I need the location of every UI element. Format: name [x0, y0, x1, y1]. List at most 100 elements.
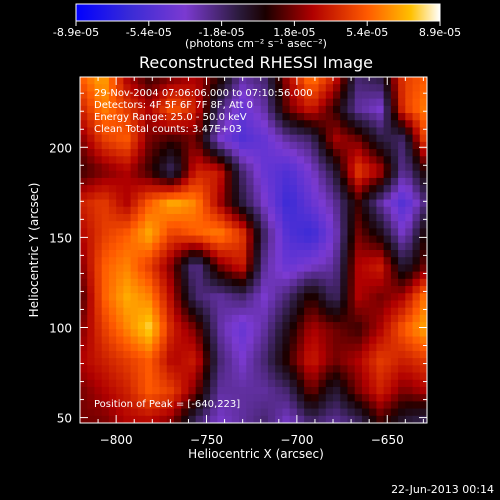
annotation-energy: Energy Range: 25.0 - 50.0 keV [94, 112, 247, 123]
heatmap-cell [275, 163, 284, 172]
heatmap-cell [282, 84, 291, 93]
heatmap-cell [137, 257, 146, 266]
heatmap-cell [217, 322, 226, 330]
heatmap-cell [94, 257, 103, 266]
heatmap-cell [181, 199, 190, 208]
heatmap-cell [275, 113, 284, 121]
heatmap-cell [239, 127, 247, 136]
heatmap-cell [210, 271, 218, 280]
heatmap-cell [318, 149, 327, 157]
heatmap-cell [217, 134, 226, 143]
heatmap-cell [202, 84, 211, 93]
heatmap-cell [304, 322, 312, 330]
heatmap-cell [231, 394, 240, 402]
heatmap-cell [202, 264, 211, 273]
heatmap-cell [405, 177, 414, 186]
heatmap-cell [217, 149, 226, 157]
heatmap-cell [318, 336, 327, 345]
heatmap-cell [145, 221, 153, 229]
heatmap-cell [246, 329, 255, 338]
heatmap-cell [231, 113, 240, 121]
heatmap-cell [412, 113, 421, 121]
heatmap-cell [419, 134, 427, 143]
heatmap-cell [239, 213, 247, 222]
heatmap-cell [94, 84, 103, 93]
heatmap-cell [202, 163, 211, 172]
heatmap-cell [195, 257, 204, 266]
heatmap-cell [267, 134, 276, 143]
heatmap-cell [173, 300, 182, 309]
heatmap-cell [181, 300, 190, 309]
heatmap-cell [361, 386, 370, 395]
heatmap-cell [152, 199, 161, 208]
heatmap-cell [412, 192, 421, 201]
heatmap-cell [224, 127, 233, 136]
heatmap-cell [376, 322, 385, 330]
heatmap-cell [123, 314, 132, 323]
heatmap-cell [282, 358, 291, 366]
heatmap-cell [267, 127, 276, 136]
heatmap-cell [101, 314, 110, 323]
heatmap-cell [145, 242, 153, 251]
heatmap-cell [130, 242, 139, 251]
heatmap-cell [116, 149, 124, 157]
heatmap-cell [253, 372, 262, 381]
heatmap-cell [282, 134, 291, 143]
heatmap-cell [181, 127, 190, 136]
heatmap-cell [253, 98, 262, 107]
heatmap-cell [195, 185, 204, 193]
heatmap-cell [275, 250, 284, 258]
heatmap-cell [405, 250, 414, 258]
heatmap-cell [398, 156, 406, 165]
heatmap-cell [116, 156, 124, 165]
heatmap-cell [419, 120, 427, 129]
heatmap-cell [239, 199, 247, 208]
heatmap-cell [108, 134, 117, 143]
heatmap-cell [159, 127, 168, 136]
heatmap-cell [369, 264, 377, 273]
heatmap-cell [369, 149, 377, 157]
heatmap-cell [340, 134, 349, 143]
heatmap-cell [260, 365, 269, 374]
heatmap-cell [267, 336, 276, 345]
heatmap-cell [419, 91, 427, 100]
heatmap-cell [123, 358, 132, 366]
heatmap-cell [383, 386, 392, 395]
heatmap-cell [361, 221, 370, 229]
heatmap-cell [354, 206, 363, 215]
heatmap-cell [231, 84, 240, 93]
heatmap-cell [333, 213, 341, 222]
heatmap-cell [173, 379, 182, 388]
heatmap-cell [224, 177, 233, 186]
heatmap-cell [159, 228, 168, 237]
heatmap-cell [239, 293, 247, 302]
heatmap-cell [275, 365, 284, 374]
heatmap-cell [325, 264, 334, 273]
heatmap-cell [217, 84, 226, 93]
heatmap-cell [195, 98, 204, 107]
heatmap-cell [210, 213, 218, 222]
heatmap-cell [296, 329, 305, 338]
heatmap-cell [246, 336, 255, 345]
heatmap-cell [152, 394, 161, 402]
heatmap-cell [289, 401, 298, 410]
heatmap-cell [116, 120, 124, 129]
heatmap-cell [383, 286, 392, 294]
heatmap-cell [260, 322, 269, 330]
heatmap-cell [390, 322, 399, 330]
heatmap-cell [267, 163, 276, 172]
heatmap-cell [116, 408, 124, 417]
heatmap-cell [253, 336, 262, 345]
heatmap-cell [94, 314, 103, 323]
heatmap-cell [412, 300, 421, 309]
heatmap-cell [145, 322, 153, 330]
heatmap-cell [304, 84, 312, 93]
heatmap-cell [166, 286, 175, 294]
heatmap-cell [210, 350, 218, 359]
heatmap-cell [195, 365, 204, 374]
heatmap-cell [340, 185, 349, 193]
heatmap-cell [260, 177, 269, 186]
heatmap-cell [296, 386, 305, 395]
heatmap-cell [267, 365, 276, 374]
heatmap-cell [152, 149, 161, 157]
